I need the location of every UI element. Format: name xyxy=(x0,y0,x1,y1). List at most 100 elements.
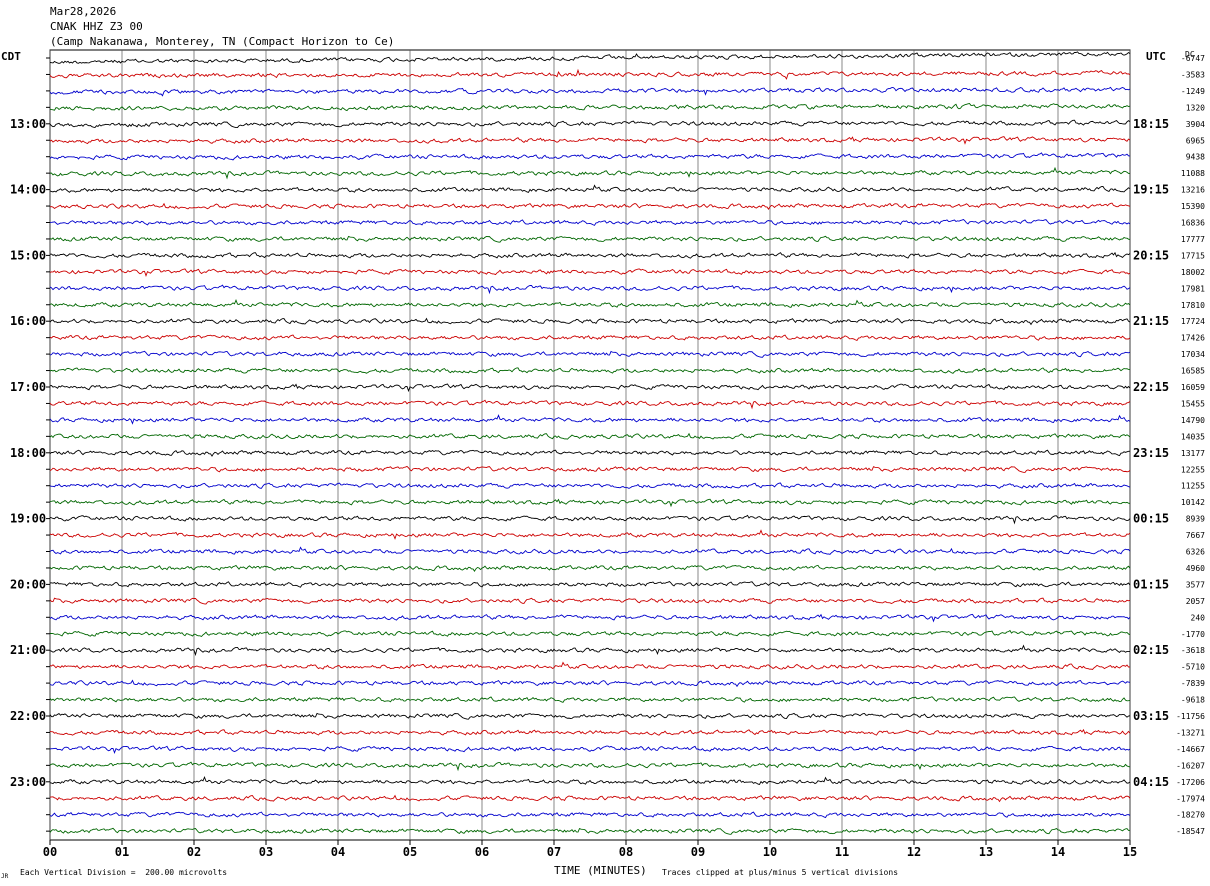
dc-label: DC xyxy=(1185,50,1195,59)
left-timezone-label: CDT xyxy=(1,50,21,63)
dc-offset-label: 16059 xyxy=(1181,383,1205,392)
trace-row xyxy=(49,152,1131,161)
x-tick-label: 15 xyxy=(1123,845,1137,859)
left-hour-label: 23:00 xyxy=(10,775,46,789)
left-hour-label: 13:00 xyxy=(10,117,46,131)
trace-row xyxy=(49,103,1131,112)
dc-offset-label: 11088 xyxy=(1181,169,1205,178)
trace-row xyxy=(49,202,1131,210)
trace-row xyxy=(49,776,1131,785)
dc-offset-label: 4960 xyxy=(1186,564,1205,573)
trace-row xyxy=(49,334,1131,342)
trace-row xyxy=(49,251,1131,259)
right-hour-label: 23:15 xyxy=(1133,446,1169,460)
x-tick-label: 01 xyxy=(115,845,129,859)
dc-offset-label: -9618 xyxy=(1181,696,1205,705)
x-tick-label: 11 xyxy=(835,845,849,859)
trace-row xyxy=(49,449,1131,457)
trace-row xyxy=(49,218,1131,226)
trace-row xyxy=(49,696,1131,703)
x-tick-label: 05 xyxy=(403,845,417,859)
dc-offset-label: 3577 xyxy=(1186,580,1205,589)
trace-row xyxy=(49,465,1131,473)
trace-row xyxy=(49,761,1131,772)
trace-row xyxy=(49,68,1131,80)
dc-offset-label: -18270 xyxy=(1176,811,1205,820)
right-hour-label: 19:15 xyxy=(1133,183,1169,197)
right-timezone-label: UTC xyxy=(1146,50,1166,63)
trace-row xyxy=(49,482,1131,489)
dc-offset-label: 15390 xyxy=(1181,202,1205,211)
dc-offset-label: -17974 xyxy=(1176,794,1205,803)
trace-row xyxy=(49,597,1131,605)
right-hour-label: 22:15 xyxy=(1133,380,1169,394)
left-hour-label: 19:00 xyxy=(10,512,46,526)
trace-row xyxy=(49,184,1131,193)
dc-offset-label: -5710 xyxy=(1181,663,1205,672)
trace-row xyxy=(49,712,1131,720)
x-axis-label: TIME (MINUTES) xyxy=(554,864,647,877)
trace-row xyxy=(49,745,1131,755)
dc-offset-label: 17810 xyxy=(1181,301,1205,310)
right-hour-label: 01:15 xyxy=(1133,577,1169,591)
dc-offset-label: 2057 xyxy=(1186,597,1205,606)
station-label: CNAK HHZ Z3 00 xyxy=(50,20,143,33)
dc-offset-label: -17206 xyxy=(1176,778,1205,787)
trace-row xyxy=(49,679,1131,688)
x-tick-label: 06 xyxy=(475,845,489,859)
left-hour-label: 21:00 xyxy=(10,643,46,657)
dc-offset-label: -16207 xyxy=(1176,761,1205,770)
dc-offset-label: 12255 xyxy=(1181,465,1205,474)
scale-note: Each Vertical Division = 200.00 microvol… xyxy=(20,868,228,877)
dc-offset-label: 14035 xyxy=(1181,432,1205,441)
dc-offset-label: -1770 xyxy=(1181,630,1205,639)
right-hour-label: 03:15 xyxy=(1133,709,1169,723)
dc-offset-label: -3583 xyxy=(1181,70,1205,79)
dc-offset-label: 8939 xyxy=(1186,515,1205,524)
dc-offset-label: -18547 xyxy=(1176,827,1205,836)
trace-row xyxy=(49,827,1131,835)
trace-row xyxy=(49,235,1131,243)
dc-offset-label: -13271 xyxy=(1176,728,1205,737)
trace-row xyxy=(49,268,1131,277)
dc-offset-label: 13216 xyxy=(1181,186,1205,195)
clip-note: Traces clipped at plus/minus 5 vertical … xyxy=(662,868,899,877)
dc-offset-label: 17034 xyxy=(1181,350,1205,359)
right-hour-label: 20:15 xyxy=(1133,248,1169,262)
trace-row xyxy=(49,414,1131,425)
dc-offset-label: 14790 xyxy=(1181,416,1205,425)
trace-row xyxy=(49,383,1131,393)
trace-row xyxy=(49,399,1131,410)
trace-row xyxy=(49,811,1131,819)
x-tick-label: 08 xyxy=(619,845,633,859)
trace-row xyxy=(49,86,1131,97)
trace-row xyxy=(49,51,1131,64)
dc-offset-label: 10142 xyxy=(1181,498,1205,507)
trace-row xyxy=(49,136,1131,145)
trace-row xyxy=(49,498,1131,508)
x-tick-label: 07 xyxy=(547,845,561,859)
dc-offset-label: 3904 xyxy=(1186,120,1205,129)
trace-row xyxy=(49,514,1131,525)
dc-offset-label: -3618 xyxy=(1181,646,1205,655)
right-hour-label: 00:15 xyxy=(1133,512,1169,526)
trace-row xyxy=(49,581,1131,588)
x-tick-label: 04 xyxy=(331,845,345,859)
x-tick-label: 02 xyxy=(187,845,201,859)
trace-row xyxy=(49,728,1131,736)
x-tick-label: 14 xyxy=(1051,845,1065,859)
right-hour-label: 21:15 xyxy=(1133,314,1169,328)
trace-row xyxy=(49,629,1131,638)
dc-offset-label: 7667 xyxy=(1186,531,1205,540)
trace-row xyxy=(49,284,1131,295)
dc-offset-label: -7839 xyxy=(1181,679,1205,688)
left-hour-label: 18:00 xyxy=(10,446,46,460)
dc-offset-label: 240 xyxy=(1191,613,1206,622)
trace-row xyxy=(49,529,1131,540)
dc-offset-label: 17715 xyxy=(1181,251,1205,260)
right-hour-label: 18:15 xyxy=(1133,117,1169,131)
dc-offset-label: -14667 xyxy=(1176,745,1205,754)
dc-offset-label: 17981 xyxy=(1181,284,1205,293)
left-hour-label: 15:00 xyxy=(10,248,46,262)
right-hour-label: 02:15 xyxy=(1133,643,1169,657)
